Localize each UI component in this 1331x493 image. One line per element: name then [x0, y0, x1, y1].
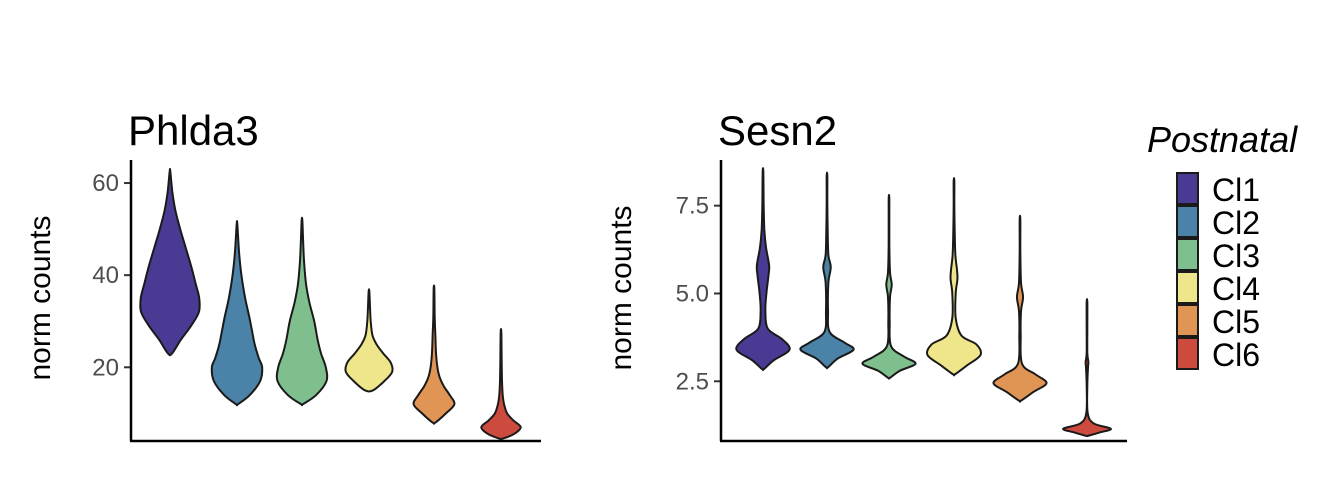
violin-cl5	[412, 284, 456, 425]
y-tick-label: 60	[92, 170, 119, 197]
legend-swatch-cl5	[1176, 304, 1199, 337]
legend-label-cl1: Cl1	[1212, 172, 1260, 208]
y-tick-label: 5.0	[676, 280, 709, 307]
violin-cl2	[210, 220, 264, 407]
panel-phlda3: Phlda3 norm counts 20 40 60	[24, 107, 541, 443]
legend-label-cl2: Cl2	[1212, 205, 1260, 241]
legend-swatch-cl6	[1176, 337, 1199, 370]
legend-label-cl5: Cl5	[1212, 304, 1260, 340]
y-tick-label: 40	[92, 262, 119, 289]
legend-label-cl3: Cl3	[1212, 238, 1260, 274]
legend-swatch-cl4	[1176, 271, 1199, 304]
violin-cl4	[926, 177, 982, 377]
violin-cl4	[344, 288, 394, 393]
y-axis-title-sesn2: norm counts	[605, 205, 638, 370]
violins-sesn2	[735, 167, 1112, 438]
y-tick-label: 7.5	[676, 193, 709, 220]
legend-title: Postnatal	[1147, 119, 1298, 160]
violin-cl1	[735, 167, 791, 372]
violin-cl2	[799, 171, 855, 370]
violin-cl3	[275, 216, 329, 407]
violin-cl6	[1062, 297, 1112, 438]
violins-phlda3	[139, 167, 522, 441]
y-ticks-sesn2: 2.5 5.0 7.5	[676, 193, 721, 395]
y-axis-title-phlda3: norm counts	[24, 215, 57, 380]
legend-label-cl4: Cl4	[1212, 271, 1260, 307]
y-ticks-phlda3: 20 40 60	[92, 170, 131, 381]
violin-cl3	[861, 193, 917, 380]
legend-swatch-cl1	[1176, 172, 1199, 205]
legend-swatch-cl3	[1176, 238, 1199, 271]
legend-swatch-cl2	[1176, 205, 1199, 238]
violin-cl1	[139, 167, 201, 357]
panel-title-sesn2: Sesn2	[718, 107, 837, 154]
violin-cl5	[992, 214, 1048, 403]
panel-title-phlda3: Phlda3	[128, 107, 259, 154]
y-tick-label: 2.5	[676, 368, 709, 395]
legend-label-cl6: Cl6	[1212, 337, 1260, 373]
violin-cl6	[480, 328, 522, 441]
panel-sesn2: Sesn2 norm counts 2.5 5.0 7.5	[605, 107, 1127, 443]
y-tick-label: 20	[92, 354, 119, 381]
